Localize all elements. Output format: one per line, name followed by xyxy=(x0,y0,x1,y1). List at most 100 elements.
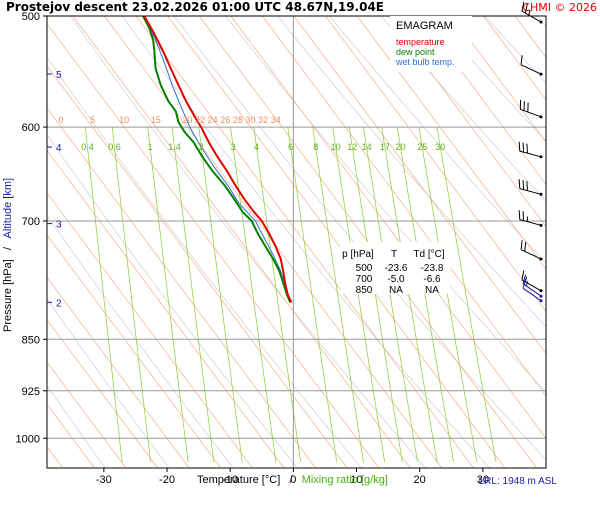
isotherm-label: 15 xyxy=(151,115,161,125)
temperature-tick-label: -30 xyxy=(96,474,112,486)
dew-point-line xyxy=(143,16,290,302)
mixing-ratio-label: 1 xyxy=(148,142,153,152)
mixing-ratio-line xyxy=(199,127,242,462)
background-lines xyxy=(0,16,600,468)
isotherm-label: 26 xyxy=(220,115,230,125)
y-label-altitude: Altitude [km] xyxy=(2,178,14,239)
barb-base xyxy=(540,289,543,292)
temperature-line xyxy=(144,16,291,302)
legend-temperature: temperature xyxy=(396,37,445,47)
isotherm-line xyxy=(578,16,600,468)
mixing-ratio-label: 14 xyxy=(362,142,372,152)
barb-shaft xyxy=(520,189,541,195)
isotherm-label: 20 xyxy=(182,115,192,125)
pressure-tick-label: 1000 xyxy=(16,433,40,445)
legend-wet-bulb: wet bulb temp. xyxy=(395,57,455,67)
isotherm-line xyxy=(515,16,600,468)
dry-adiabat xyxy=(588,16,600,468)
isotherm-line xyxy=(0,16,252,468)
x-label-mix: Mixing ratio [g/kg] xyxy=(302,474,388,486)
barb-feather xyxy=(521,55,522,64)
barb-feather xyxy=(519,210,520,219)
dry-adiabat xyxy=(0,16,297,468)
isotherm-label: 28 xyxy=(233,115,243,125)
legend: EMAGRAM temperature dew point wet bulb t… xyxy=(390,16,472,72)
y-label-pressure: Pressure [hPa] xyxy=(2,259,14,332)
dry-adiabat xyxy=(0,16,233,468)
altitude-tick-label: 2 xyxy=(56,298,62,309)
wind-barb xyxy=(521,55,542,75)
barb-feather xyxy=(523,211,524,220)
barb-base xyxy=(540,224,543,227)
mixing-ratio-line xyxy=(437,127,496,462)
barb-feather xyxy=(523,180,524,189)
mixing-ratio-label: 3 xyxy=(231,142,236,152)
temperature-tick-label: 20 xyxy=(414,474,426,486)
barb-base xyxy=(540,257,543,260)
table-header: Td [°C] xyxy=(413,249,444,260)
mixing-ratio-label: 0.4 xyxy=(81,142,94,152)
pressure-tick-label: 850 xyxy=(22,334,40,346)
isotherm-label: 24 xyxy=(208,115,218,125)
barb-feather xyxy=(519,179,520,188)
table-cell: 850 xyxy=(356,285,373,296)
table-cell: -23.6 xyxy=(385,263,408,274)
barb-shaft xyxy=(520,220,541,226)
isotherm-line xyxy=(41,16,378,468)
mixing-ratio-line xyxy=(148,127,188,462)
barb-feather xyxy=(522,271,524,280)
isotherm-line xyxy=(0,16,221,468)
mixing-ratio-label: 20 xyxy=(395,142,405,152)
x-label-temp: Temperature [°C] xyxy=(197,474,280,486)
dry-adiabat xyxy=(0,16,169,468)
isotherm-label: 0 xyxy=(59,115,64,125)
barb-feather xyxy=(527,144,528,153)
isotherm-line xyxy=(483,16,600,468)
barb-base xyxy=(540,299,543,302)
table-cell: NA xyxy=(425,285,439,296)
isotherm-label: 5 xyxy=(90,115,95,125)
isotherm-label: 22 xyxy=(195,115,205,125)
barb-base xyxy=(540,21,543,24)
barb-base xyxy=(540,115,543,118)
mixing-ratio-label: 4 xyxy=(254,142,259,152)
barb-feather xyxy=(523,143,524,152)
pressure-tick-label: 925 xyxy=(22,386,40,398)
barb-shaft xyxy=(520,109,541,117)
table-header: p [hPa] xyxy=(342,249,374,260)
pressure-tick-label: 700 xyxy=(22,216,40,228)
x-label-sep: / xyxy=(283,474,298,486)
barb-feather xyxy=(525,242,526,251)
isotherm-label: 34 xyxy=(271,115,281,125)
altitude-tick-label: 5 xyxy=(56,70,62,81)
table-cell: 700 xyxy=(356,274,373,285)
temperature-tick-label: -20 xyxy=(159,474,175,486)
table-cell: -5.0 xyxy=(387,274,405,285)
barb-base xyxy=(540,73,543,76)
wind-barb xyxy=(519,142,542,159)
mixing-ratio-line xyxy=(231,127,276,462)
mixing-ratio-label: 1.4 xyxy=(168,142,181,152)
table-cell: NA xyxy=(389,285,403,296)
barb-base xyxy=(540,193,543,196)
dry-adiabat xyxy=(0,16,105,468)
isotherm-label: 30 xyxy=(246,115,256,125)
wind-barb xyxy=(519,210,542,227)
mixing-ratio-label: 0.6 xyxy=(108,142,121,152)
table-header: T xyxy=(391,249,397,260)
copyright: CHMI © 2026 xyxy=(522,1,597,14)
altitude-tick-label: 4 xyxy=(56,143,62,154)
isotherm-label: 10 xyxy=(119,115,129,125)
isotherm-line xyxy=(0,16,158,468)
mixing-ratio-label: 6 xyxy=(288,142,293,152)
table-cell: -6.6 xyxy=(423,274,441,285)
pressure-tick-label: 600 xyxy=(22,122,40,134)
table-cell: 500 xyxy=(356,263,373,274)
barb-shaft xyxy=(521,65,541,74)
dry-adiabat xyxy=(433,16,600,468)
